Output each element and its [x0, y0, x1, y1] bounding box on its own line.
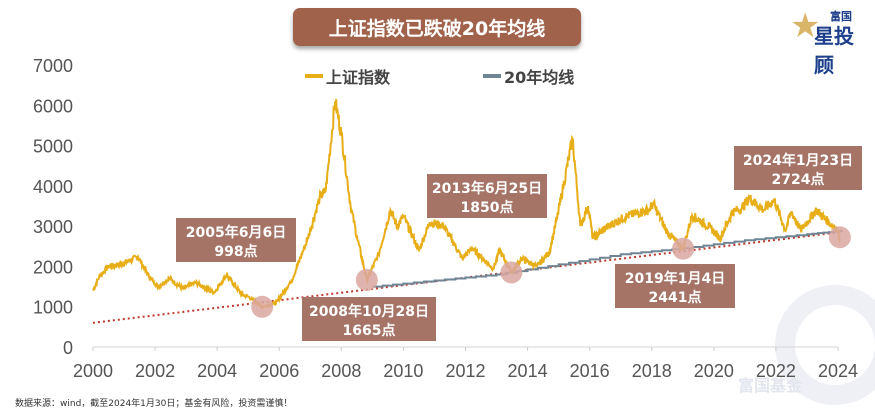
annotation-value: 1665点: [343, 322, 396, 339]
x-tick-label: 2018: [632, 361, 672, 381]
x-tick-label: 2000: [73, 361, 113, 381]
watermark: 富国基金: [738, 376, 803, 395]
star-icon: ★: [790, 6, 821, 46]
x-tick-label: 2008: [321, 361, 361, 381]
annotation-value: 2441点: [649, 289, 702, 306]
x-tick-label: 2024: [818, 361, 858, 381]
annotation-marker: [355, 268, 378, 291]
annotation-marker: [672, 237, 695, 260]
annotation-value: 2724点: [772, 171, 825, 188]
brand-logo: ★ 富国 星投顾: [790, 4, 870, 77]
y-tick-label: 0: [63, 338, 73, 358]
logo-top-text: 富国: [830, 10, 852, 23]
annotation-date: 2013年6月25日: [432, 180, 542, 197]
series-line-20yr-ma: [372, 230, 843, 288]
series-line-sse-index: [92, 99, 841, 310]
legend-label: 20年均线: [504, 68, 575, 87]
annotation-box: [734, 146, 862, 190]
annotation-date: 2019年1月4日: [625, 270, 725, 287]
legend-item-ma: 20年均线: [483, 64, 574, 88]
x-tick-label: 2002: [135, 361, 175, 381]
annotation-value: 1850点: [461, 199, 514, 216]
x-tick-label: 2012: [445, 361, 485, 381]
watermark-emblem: [775, 285, 875, 405]
annotation-box: [615, 264, 735, 308]
x-tick-label: 2020: [694, 361, 734, 381]
x-tick-label: 2014: [508, 361, 548, 381]
annotation-date: 2008年10月28日: [309, 303, 429, 320]
legend-item-index: 上证指数: [305, 64, 390, 88]
y-tick-label: 7000: [33, 56, 73, 76]
annotation-marker: [251, 295, 274, 318]
y-tick-label: 4000: [33, 177, 73, 197]
annotation-value: 998点: [214, 243, 257, 260]
annotation-marker: [828, 226, 851, 249]
y-tick-label: 6000: [33, 96, 73, 116]
chart-title: 上证指数已跌破20年均线: [293, 8, 581, 46]
annotation-box: [302, 297, 436, 341]
y-tick-label: 1000: [33, 298, 73, 318]
y-tick-label: 3000: [33, 217, 73, 237]
y-tick-label: 2000: [33, 257, 73, 277]
annotation-date: 2005年6月6日: [186, 224, 286, 241]
x-tick-label: 2006: [259, 361, 299, 381]
x-tick-label: 2022: [756, 361, 796, 381]
annotation-date: 2024年1月23日: [743, 152, 853, 169]
footnote: 数据来源：wind，截至2024年1月30日；基金有风险，投资需谨慎！: [15, 399, 293, 409]
annotation-marker: [500, 261, 523, 284]
legend-label: 上证指数: [326, 68, 391, 87]
legend-swatch: [305, 74, 323, 78]
legend-swatch: [483, 74, 501, 78]
logo-bottom-text: 星投顾: [814, 24, 854, 77]
annotation-box: [427, 174, 547, 218]
x-tick-label: 2004: [197, 361, 237, 381]
x-tick-label: 2010: [383, 361, 423, 381]
y-tick-label: 5000: [33, 137, 73, 157]
x-tick-label: 2016: [570, 361, 610, 381]
annotation-box: [176, 218, 296, 262]
